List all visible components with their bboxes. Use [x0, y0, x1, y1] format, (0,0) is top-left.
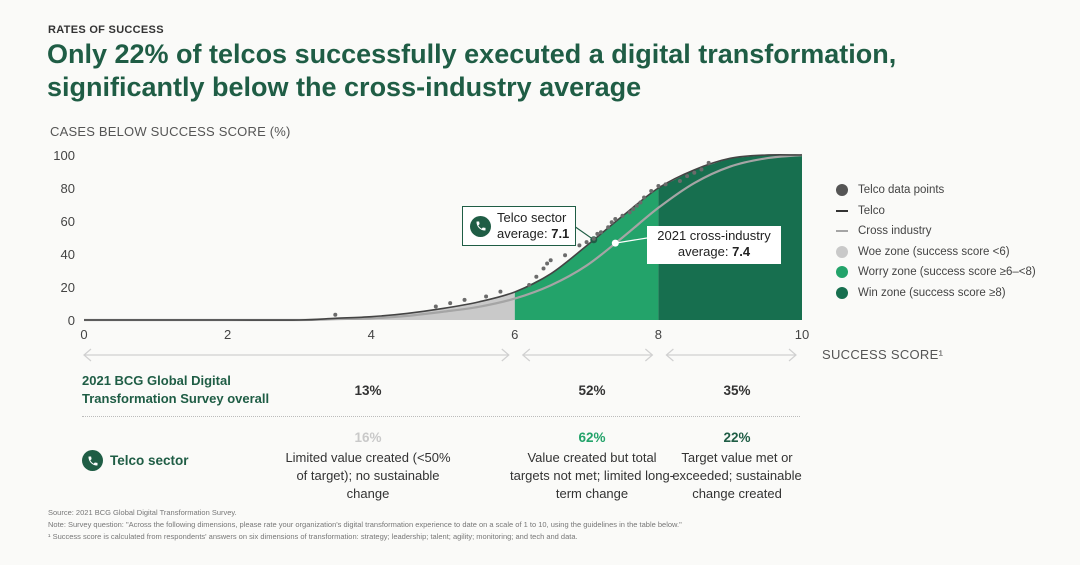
telco-data-point: [498, 289, 503, 294]
zone-range-arrow-left: [665, 348, 674, 362]
telco-data-point: [448, 301, 453, 306]
woe-zone-area: [84, 291, 515, 320]
telco-data-point: [627, 210, 632, 215]
telco-pct-win: 22%: [723, 430, 751, 445]
telco-data-point: [333, 312, 338, 317]
x-tick-label: 4: [368, 327, 375, 342]
telco-average-text: Telco sector average:: [497, 210, 567, 241]
telco-pct-woe: 16%: [354, 430, 382, 445]
telco-average-callout: Telco sector average: 7.1: [462, 206, 576, 246]
y-tick-label: 40: [61, 247, 75, 262]
y-tick-label: 80: [61, 181, 75, 196]
telco-data-point: [433, 304, 438, 309]
telco-data-point: [699, 167, 704, 172]
worry-description: Value created but total targets not met;…: [509, 450, 675, 501]
telco-data-point: [642, 195, 647, 200]
telco-data-point: [484, 294, 489, 299]
x-tick-label: 0: [80, 327, 87, 342]
cross-industry-average-callout: 2021 cross-industry average: 7.4: [647, 226, 781, 264]
y-axis-label: CASES BELOW SUCCESS SCORE (%): [50, 124, 291, 139]
telco-pct-worry: 62%: [578, 430, 606, 445]
telco-data-point: [591, 236, 596, 241]
woe-description: Limited value created (<50% of target); …: [285, 450, 451, 501]
legend-item-woe-zone: Woe zone (success score <6): [836, 242, 1036, 263]
legend-item-worry-zone: Worry zone (success score ≥6–<8): [836, 262, 1036, 283]
telco-data-point: [706, 160, 711, 165]
zone-range-arrow-left: [83, 348, 92, 362]
y-tick-label: 20: [61, 280, 75, 295]
page-title: Only 22% of telcos successfully executed…: [47, 39, 897, 102]
telco-data-point: [606, 225, 611, 230]
telco-data-point: [620, 213, 625, 218]
phone-icon: [470, 215, 491, 237]
survey-pct-worry: 52%: [578, 383, 606, 398]
x-tick-label: 6: [511, 327, 518, 342]
y-tick-label: 100: [53, 148, 75, 163]
telco-data-point: [462, 297, 467, 302]
cross-industry-average-marker: [611, 239, 619, 247]
x-tick-label: 2: [224, 327, 231, 342]
survey-pct-woe: 13%: [354, 383, 382, 398]
telco-data-point: [584, 240, 589, 245]
zone-range-arrow-left: [521, 348, 531, 362]
telco-data-point: [598, 230, 603, 235]
y-tick-label: 0: [68, 313, 75, 328]
zone-range-arrow-right: [501, 348, 510, 362]
footnote: ¹ Success score is calculated from respo…: [48, 532, 578, 541]
telco-data-point: [692, 170, 697, 175]
telco-data-point: [631, 207, 636, 212]
telco-data-point: [527, 283, 532, 287]
telco-line: [83, 153, 803, 321]
legend-item-telco-line: Telco: [836, 201, 1036, 222]
legend: Telco data points Telco Cross industry W…: [836, 180, 1036, 303]
x-axis-label: SUCCESS SCORE¹: [822, 347, 944, 362]
telco-data-point: [577, 243, 582, 248]
telco-data-point: [595, 231, 600, 236]
telco-data-point: [638, 200, 643, 205]
telco-callout-leader: [573, 225, 595, 241]
legend-item-telco-points: Telco data points: [836, 180, 1036, 201]
win-description: Target value met or exceeded; sustainabl…: [672, 450, 802, 501]
phone-icon: [82, 450, 103, 471]
survey-note: Note: Survey question: "Across the follo…: [48, 520, 682, 529]
telco-data-point: [545, 261, 550, 266]
cross-industry-average-value: 7.4: [732, 244, 751, 259]
eyebrow: RATES OF SUCCESS: [48, 24, 164, 36]
telco-data-point: [663, 182, 668, 187]
telco-data-point: [534, 274, 539, 279]
legend-item-win-zone: Win zone (success score ≥8): [836, 283, 1036, 304]
telco-data-point: [563, 253, 568, 258]
telco-data-point: [541, 266, 546, 271]
worry-zone-area: [514, 188, 659, 320]
legend-item-cross-industry: Cross industry: [836, 221, 1036, 242]
telco-data-point: [548, 258, 553, 263]
telco-data-point: [685, 174, 690, 179]
x-tick-label: 8: [655, 327, 662, 342]
telco-data-point: [656, 184, 661, 188]
telco-data-point: [634, 203, 639, 208]
telco-data-point: [649, 188, 654, 193]
telco-sector-label: Telco sector: [82, 450, 189, 471]
telco-average-value: 7.1: [551, 226, 570, 241]
telco-data-point: [609, 220, 614, 225]
x-tick-label: 10: [795, 327, 809, 342]
zone-range-arrow-right: [788, 348, 797, 362]
source-note: Source: 2021 BCG Global Digital Transfor…: [48, 508, 237, 517]
survey-overall-label: 2021 BCG Global Digital Transformation S…: [82, 373, 270, 406]
zone-range-arrow-right: [645, 348, 654, 362]
telco-data-point: [613, 217, 618, 221]
divider: [82, 416, 800, 417]
cross-industry-callout-leader: [615, 237, 648, 244]
telco-data-point: [677, 179, 682, 184]
survey-pct-win: 35%: [723, 383, 751, 398]
cross-industry-average-text: 2021 cross-industry average:: [657, 228, 771, 259]
y-tick-label: 60: [61, 214, 75, 229]
